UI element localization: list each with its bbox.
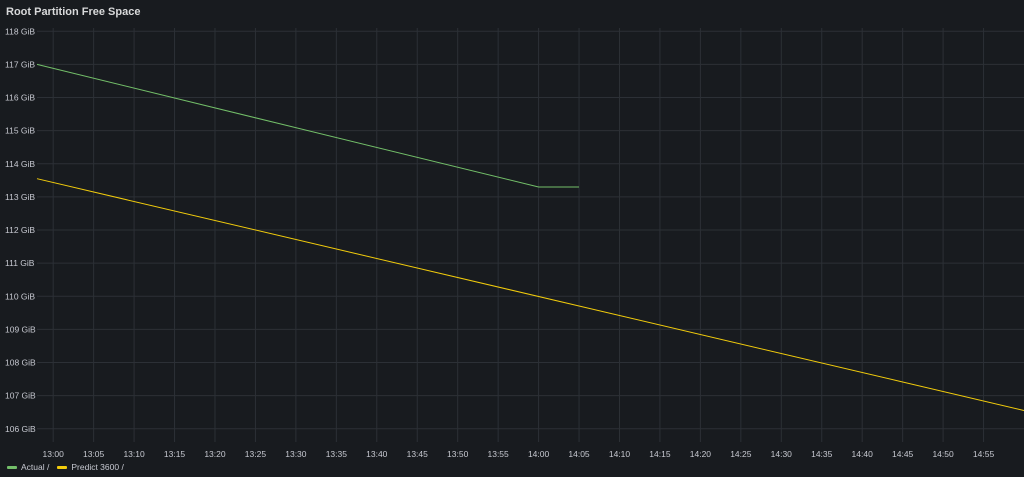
y-tick-label: 107 GiB: [5, 391, 36, 401]
x-tick-label: 14:30: [771, 449, 793, 459]
y-tick-label: 113 GiB: [5, 192, 35, 202]
x-tick-label: 13:45: [407, 449, 429, 459]
legend-label: Actual /: [21, 462, 50, 472]
legend-item[interactable]: Actual /: [7, 462, 49, 472]
x-tick-label: 14:20: [690, 449, 712, 459]
legend-item[interactable]: Predict 3600 /: [57, 462, 124, 472]
x-tick-label: 14:25: [730, 449, 752, 459]
x-tick-label: 14:00: [528, 449, 550, 459]
x-tick-label: 13:15: [164, 449, 186, 459]
x-tick-label: 13:30: [285, 449, 307, 459]
x-tick-label: 14:45: [892, 449, 914, 459]
x-tick-label: 14:05: [568, 449, 590, 459]
x-tick-label: 13:25: [245, 449, 267, 459]
x-tick-label: 14:10: [609, 449, 631, 459]
y-tick-label: 106 GiB: [5, 424, 36, 434]
x-tick-label: 13:20: [204, 449, 226, 459]
x-tick-label: 13:50: [447, 449, 469, 459]
y-tick-label: 114 GiB: [5, 159, 35, 169]
y-tick-label: 108 GiB: [5, 358, 36, 368]
y-tick-label: 110 GiB: [5, 291, 35, 301]
x-tick-label: 13:10: [123, 449, 145, 459]
x-tick-label: 13:55: [487, 449, 509, 459]
legend: Actual / Predict 3600 /: [7, 462, 124, 472]
grid: [37, 28, 1024, 442]
legend-swatch: [57, 465, 68, 469]
x-tick-label: 14:55: [973, 449, 995, 459]
y-tick-label: 111 GiB: [5, 258, 35, 268]
series-line-predict-3600: [36, 178, 1024, 411]
y-tick-label: 115 GiB: [5, 126, 35, 136]
y-tick-label: 109 GiB: [5, 324, 36, 334]
x-tick-label: 13:00: [43, 449, 65, 459]
x-tick-label: 14:50: [932, 449, 954, 459]
x-tick-label: 14:35: [811, 449, 833, 459]
x-tick-label: 13:35: [326, 449, 348, 459]
panel-title[interactable]: Root Partition Free Space: [6, 6, 141, 18]
y-tick-label: 118 GiB: [5, 26, 35, 36]
x-tick-label: 14:40: [852, 449, 874, 459]
y-tick-label: 112 GiB: [5, 225, 35, 235]
x-tick-label: 13:05: [83, 449, 105, 459]
legend-label: Predict 3600 /: [71, 462, 124, 472]
x-tick-label: 13:40: [366, 449, 388, 459]
y-tick-label: 117 GiB: [5, 59, 35, 69]
series-line-actual: [36, 63, 579, 188]
x-tick-label: 14:15: [649, 449, 671, 459]
y-tick-label: 116 GiB: [5, 93, 35, 103]
legend-swatch: [7, 465, 17, 469]
